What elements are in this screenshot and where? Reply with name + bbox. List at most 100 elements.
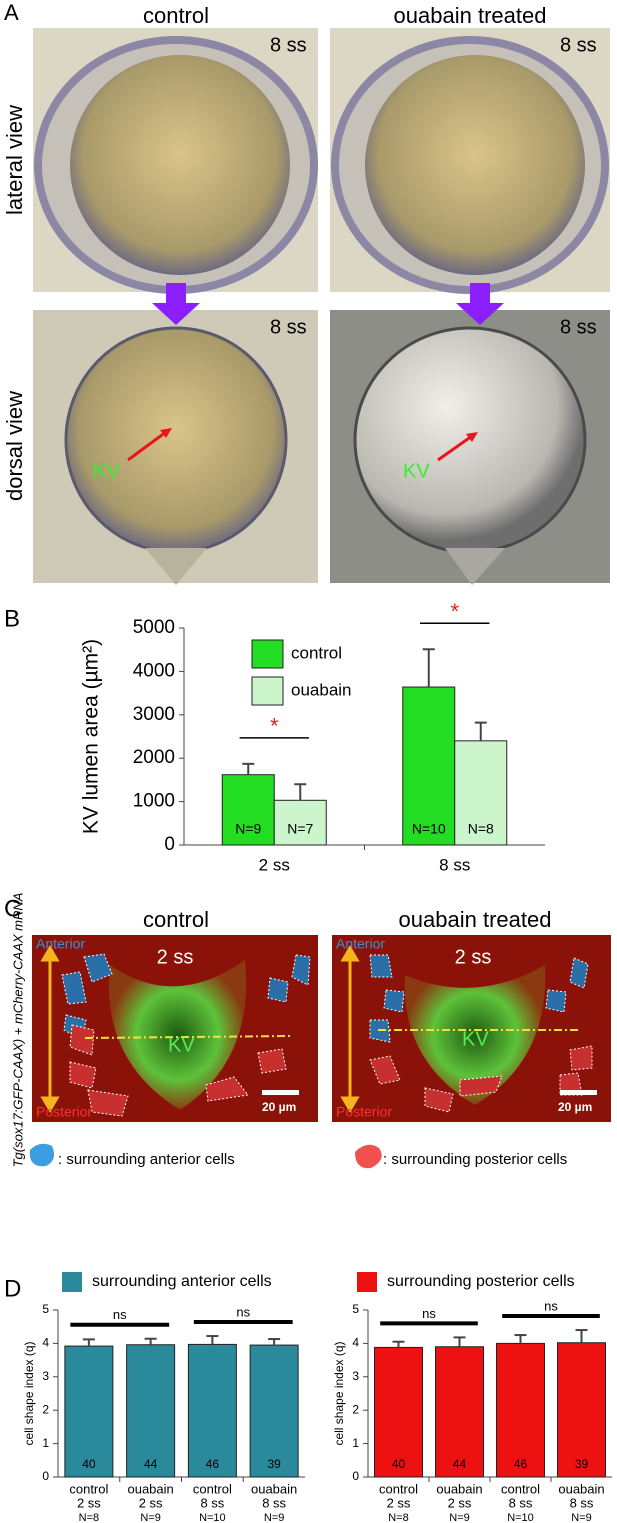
bar-label: 39 <box>575 1457 589 1471</box>
bar-label: N=9 <box>235 821 261 837</box>
sample-size: N=9 <box>449 1512 470 1523</box>
significance-label: ns <box>544 1298 558 1313</box>
scale-label: 20 µm <box>558 1100 592 1114</box>
legend-swatch <box>357 1272 377 1292</box>
bar <box>64 1345 114 1478</box>
kv-label: KV <box>462 1028 489 1050</box>
axis-label: Posterior <box>36 1104 92 1120</box>
y-tick-label: 5 <box>352 1302 359 1316</box>
y-tick-label: 1 <box>352 1436 359 1450</box>
significance-label: * <box>450 599 459 624</box>
scale-label: 20 µm <box>262 1100 296 1114</box>
panel-label: C <box>4 895 21 922</box>
stage-label: 8 ss <box>560 34 597 56</box>
x-tick-label: 2 ss <box>448 1495 472 1510</box>
significance-label: ns <box>422 1306 436 1321</box>
bar-label: 40 <box>82 1457 96 1471</box>
significance-label: * <box>270 714 279 739</box>
sample-size: N=9 <box>571 1512 592 1523</box>
significance-label: ns <box>113 1307 127 1322</box>
axis-label: Anterior <box>336 936 385 952</box>
x-tick-label: 8 ss <box>200 1495 224 1510</box>
bar-label: 44 <box>144 1457 158 1471</box>
y-tick-label: 3 <box>352 1369 359 1383</box>
x-tick-label: ouabain <box>127 1481 173 1496</box>
legend-label: surrounding anterior cells <box>92 1273 272 1290</box>
x-tick-label: ouabain <box>436 1481 482 1496</box>
y-tick-label: 1 <box>42 1436 49 1450</box>
x-tick-label: 8 ss <box>439 855 470 874</box>
y-tick-label: 1000 <box>133 791 175 812</box>
y-tick-label: 3 <box>42 1369 49 1383</box>
x-tick-label: ouabain <box>558 1481 604 1496</box>
stage-label: 8 ss <box>270 316 307 338</box>
legend-swatch <box>62 1272 82 1292</box>
bar <box>557 1342 606 1478</box>
bar-label: 44 <box>453 1457 467 1471</box>
photo <box>33 28 610 585</box>
bar-label: N=10 <box>412 821 446 837</box>
stage-label: 2 ss <box>455 946 492 968</box>
y-tick-label: 3000 <box>133 704 175 725</box>
sample-size: N=10 <box>507 1512 534 1523</box>
bar <box>435 1346 484 1478</box>
kv-label: KV <box>93 460 120 482</box>
legend-text: : surrounding posterior cells <box>383 1151 567 1168</box>
bar <box>402 686 456 846</box>
bar <box>126 1344 176 1478</box>
legend-label: ouabain <box>291 680 352 699</box>
bar-label: N=8 <box>468 821 494 837</box>
legend-label: control <box>291 643 342 662</box>
y-axis-title: cell shape index (q) <box>332 1341 346 1445</box>
x-tick-label: ouabain <box>251 1481 297 1496</box>
kv-label: KV <box>168 1034 195 1056</box>
y-tick-label: 0 <box>352 1469 359 1483</box>
column-title: control <box>143 3 209 28</box>
panel-label: D <box>4 1275 21 1302</box>
column-title: ouabain treated <box>394 3 547 28</box>
column-title: ouabain treated <box>399 907 552 932</box>
y-tick-label: 5 <box>42 1302 49 1316</box>
y-tick-label: 5000 <box>133 617 175 638</box>
stage-label: 8 ss <box>560 316 597 338</box>
kv-label: KV <box>403 460 430 482</box>
x-tick-label: control <box>501 1481 540 1496</box>
y-tick-label: 4000 <box>133 660 175 681</box>
legend-label: surrounding posterior cells <box>387 1273 575 1290</box>
stage-label: 2 ss <box>157 946 194 968</box>
x-tick-label: 8 ss <box>570 1495 594 1510</box>
x-tick-label: 2 ss <box>77 1495 101 1510</box>
significance-label: ns <box>236 1304 250 1319</box>
x-tick-label: 2 ss <box>259 855 290 874</box>
bar-label: 39 <box>267 1457 281 1471</box>
bar <box>374 1346 423 1478</box>
y-tick-label: 0 <box>164 834 175 855</box>
x-tick-label: control <box>379 1481 418 1496</box>
sample-size: N=9 <box>140 1512 161 1523</box>
bar-label: 46 <box>206 1457 220 1471</box>
legend-text: : surrounding anterior cells <box>58 1151 235 1168</box>
bar <box>454 740 508 846</box>
bar <box>496 1342 545 1478</box>
y-axis-title: cell shape index (q) <box>22 1341 36 1445</box>
sample-size: N=8 <box>388 1512 409 1523</box>
y-axis-title: Tg(sox17:GFP-CAAX) + mCherry-CAAX mRNA <box>10 893 25 1168</box>
y-axis-title: KV lumen area (µm²) <box>80 639 103 834</box>
bar-label: N=7 <box>287 821 313 837</box>
bar-label: 46 <box>514 1457 528 1471</box>
y-tick-label: 2000 <box>133 747 175 768</box>
x-tick-label: control <box>193 1481 232 1496</box>
panel-label: A <box>4 0 19 25</box>
sample-size: N=9 <box>264 1512 285 1523</box>
sample-size: N=10 <box>199 1512 226 1523</box>
y-tick-label: 0 <box>42 1469 49 1483</box>
legend-swatch <box>251 639 284 669</box>
x-tick-label: control <box>69 1481 108 1496</box>
y-tick-label: 2 <box>352 1402 359 1416</box>
bar <box>273 799 327 846</box>
bar-label: 40 <box>392 1457 406 1471</box>
y-tick-label: 4 <box>42 1336 49 1350</box>
bar <box>221 774 275 846</box>
micrograph <box>29 935 611 1169</box>
